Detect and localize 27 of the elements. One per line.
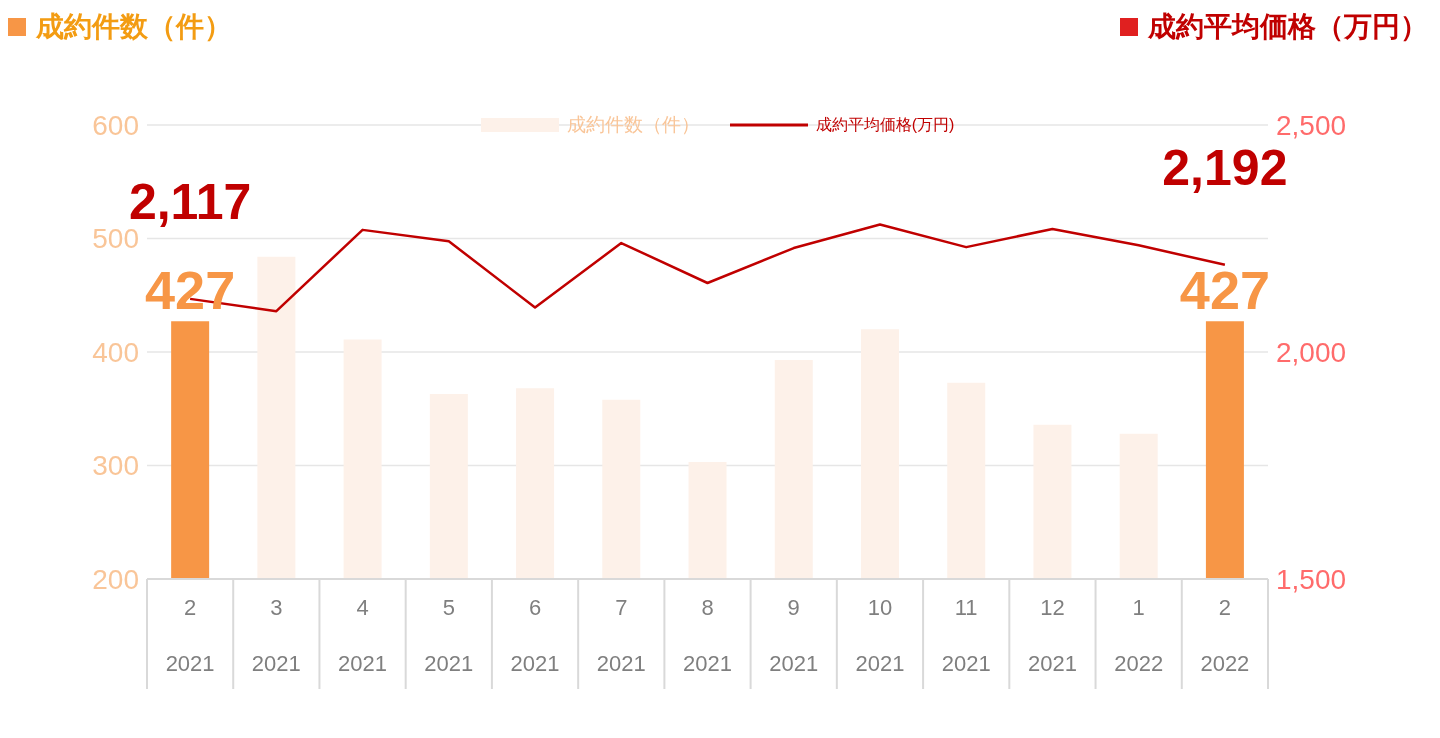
category-label: 4 2021	[338, 595, 388, 676]
y2-tick-label: 1,500	[1276, 563, 1347, 595]
category-label: 7 2021	[596, 595, 646, 676]
y-tick-label: 200	[92, 563, 139, 595]
category-label: 10 2021	[855, 595, 905, 676]
category-label: 2 2022	[1200, 595, 1250, 676]
data-label: 427	[1179, 260, 1270, 321]
y-tick-label: 400	[92, 336, 139, 368]
category-label: 9 2021	[769, 595, 819, 676]
y-tick-label: 600	[92, 109, 139, 141]
category-label: 12 2021	[1027, 595, 1077, 676]
category-label: 11 2021	[941, 595, 991, 676]
y-tick-label: 300	[92, 450, 139, 482]
data-label: 427	[145, 260, 236, 321]
legend-label: 成約平均価格(万円)	[815, 114, 955, 135]
y2-axis-title: 成約平均価格（万円）	[1148, 10, 1428, 44]
category-label: 8 2021	[683, 595, 732, 676]
legend-label: 成約件数（件）	[566, 113, 700, 137]
y2-tick-label: 2,500	[1276, 109, 1347, 141]
y-axis-title: 成約件数（件）	[36, 10, 232, 44]
category-label: 6 2021	[510, 595, 560, 676]
category-label: 2 2021	[165, 595, 215, 676]
category-label: 5 2021	[424, 595, 474, 676]
y2-tick-label: 2,000	[1276, 336, 1347, 368]
category-label: 3 2021	[251, 595, 301, 676]
data-label: 2,192	[1162, 139, 1288, 196]
category-label: 1 2022	[1114, 595, 1164, 676]
